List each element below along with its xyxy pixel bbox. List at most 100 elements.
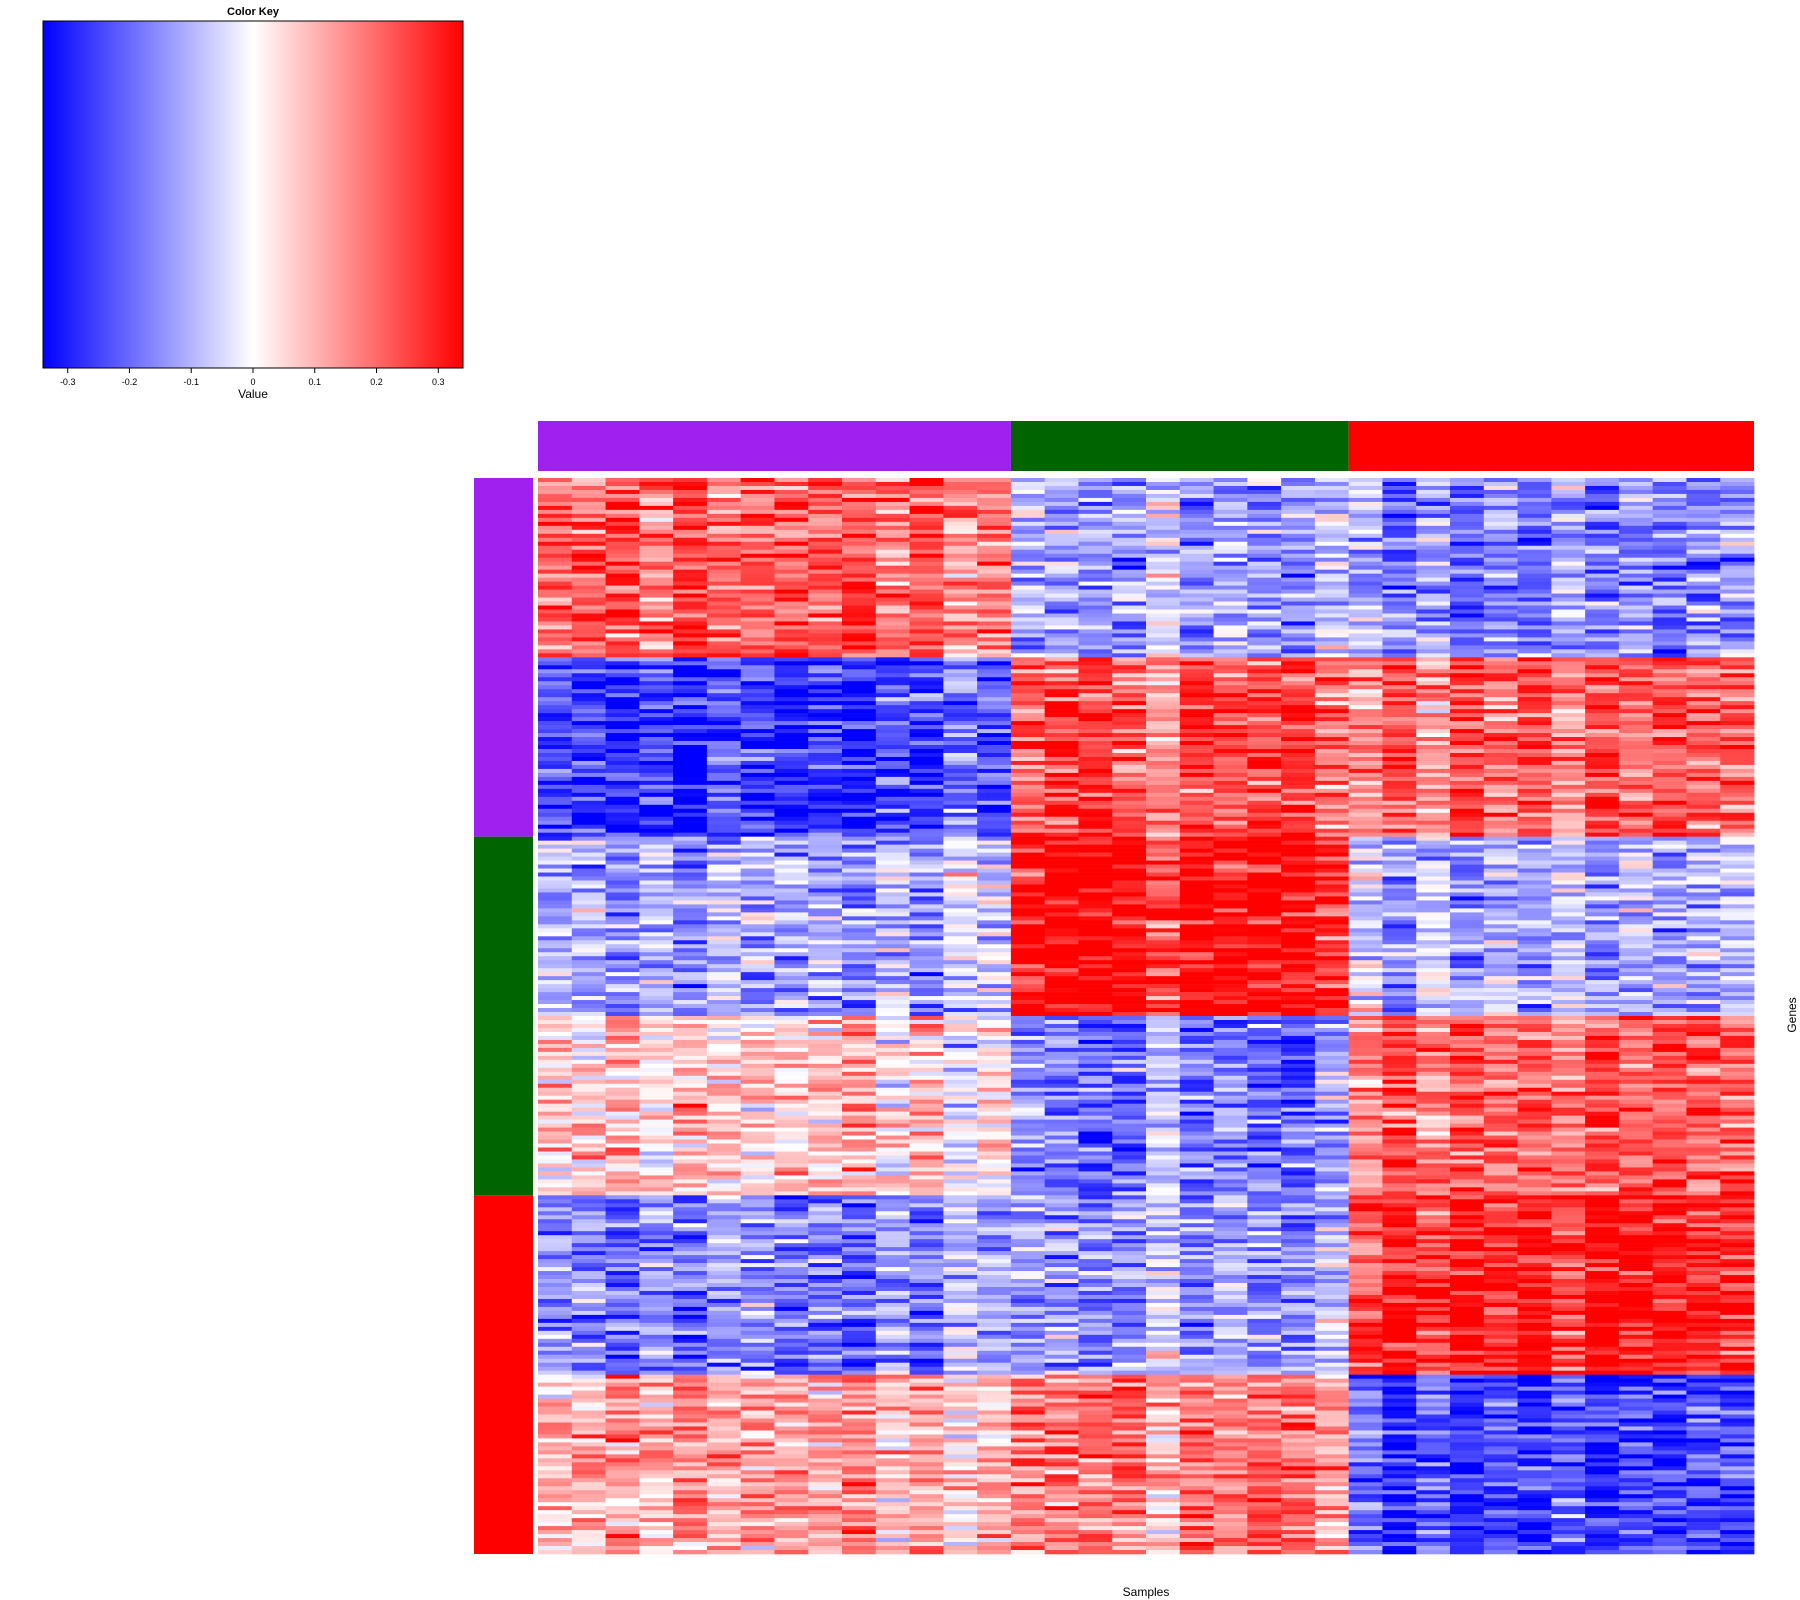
heatmap-cell <box>1348 956 1383 961</box>
heatmap-cell <box>1247 661 1282 666</box>
heatmap-cell <box>1213 641 1248 646</box>
heatmap-cell <box>1483 629 1518 634</box>
heatmap-cell <box>1450 944 1485 949</box>
heatmap-cell <box>1382 936 1417 941</box>
heatmap-cell <box>1652 581 1687 586</box>
heatmap-cell <box>1281 737 1316 742</box>
heatmap-cell <box>943 677 978 682</box>
heatmap-cell <box>842 768 877 774</box>
heatmap-cell <box>1179 748 1214 754</box>
heatmap-cell <box>1618 637 1654 642</box>
heatmap-cell <box>943 996 978 1001</box>
heatmap-cell <box>1179 721 1214 726</box>
heatmap-cell <box>1517 908 1552 913</box>
heatmap-cell <box>977 1000 1012 1005</box>
heatmap-cell <box>571 756 606 762</box>
heatmap-cell <box>1348 533 1383 539</box>
heatmap-cell <box>1112 880 1147 885</box>
heatmap-cell <box>1618 872 1654 877</box>
heatmap-cell <box>1044 481 1079 487</box>
heatmap-cell <box>943 541 978 547</box>
heatmap-cell <box>842 968 877 973</box>
heatmap-cell <box>1450 872 1485 877</box>
heatmap-cell <box>909 597 944 602</box>
heatmap-cell <box>977 968 1012 973</box>
heatmap-cell <box>842 745 877 750</box>
heatmap-cell <box>842 836 877 841</box>
heatmap-cell <box>1483 992 1518 997</box>
heatmap-cell <box>909 912 944 917</box>
heatmap-cell <box>808 988 843 993</box>
heatmap-cell <box>1010 517 1046 523</box>
heatmap-cell <box>1314 864 1350 869</box>
heatmap-cell <box>1618 944 1654 949</box>
heatmap-cell <box>1483 541 1518 547</box>
heatmap-cell <box>571 992 606 997</box>
heatmap-cell <box>1382 940 1417 945</box>
heatmap-cell <box>1281 812 1316 818</box>
heatmap-cell <box>842 645 877 650</box>
heatmap-cell <box>1483 697 1518 702</box>
heatmap-cell <box>977 709 1012 714</box>
heatmap-cell <box>1179 952 1214 957</box>
heatmap-cell <box>1720 976 1755 981</box>
heatmap-cell <box>571 645 606 650</box>
heatmap-cell <box>943 876 978 881</box>
heatmap-cell <box>977 888 1012 893</box>
heatmap-cell <box>1450 800 1485 806</box>
heatmap-cell <box>875 920 910 925</box>
heatmap-cell <box>1179 796 1214 802</box>
heatmap-cell <box>538 577 573 582</box>
heatmap-cell <box>1247 557 1282 562</box>
heatmap-cell <box>1416 784 1451 790</box>
heatmap-cell <box>1348 541 1383 547</box>
heatmap-cell <box>1720 657 1755 662</box>
heatmap-cell <box>1247 597 1282 602</box>
heatmap-cell <box>875 784 910 790</box>
heatmap-cell <box>1517 613 1552 618</box>
heatmap-cell <box>1112 860 1147 865</box>
heatmap-cell <box>1010 972 1046 977</box>
heatmap-cell <box>571 960 606 965</box>
heatmap-cell <box>1247 788 1282 794</box>
heatmap-cell <box>1146 856 1181 861</box>
heatmap-cell <box>1044 956 1079 961</box>
heatmap-cell <box>1146 760 1181 766</box>
heatmap-cell <box>1348 505 1383 511</box>
heatmap-cell <box>774 896 809 901</box>
heatmap-cell <box>1618 912 1654 917</box>
heatmap-cell <box>1078 621 1113 626</box>
heatmap-cell <box>605 657 640 662</box>
heatmap-cell <box>1179 541 1214 547</box>
heatmap-cell <box>842 800 877 806</box>
heatmap-cell <box>1213 593 1248 598</box>
heatmap-cell <box>1483 824 1518 829</box>
heatmap-cell <box>605 872 640 877</box>
heatmap-cell <box>740 481 775 487</box>
heatmap-cell <box>1281 553 1316 559</box>
heatmap-cell <box>1720 892 1755 897</box>
heatmap-cell <box>605 665 640 670</box>
heatmap-cell <box>740 685 775 690</box>
heatmap-cell <box>605 489 640 495</box>
heatmap-cell <box>605 525 640 531</box>
heatmap-cell <box>977 565 1012 570</box>
heatmap-cell <box>1213 613 1248 618</box>
heatmap-cell <box>1146 936 1181 941</box>
heatmap-cell <box>1078 685 1113 690</box>
heatmap-cell <box>706 509 742 515</box>
heatmap-cell <box>1382 597 1417 602</box>
heatmap-cell <box>1618 721 1654 726</box>
heatmap-cell <box>808 509 843 515</box>
heatmap-cell <box>1483 776 1518 782</box>
heatmap-cell <box>706 752 742 758</box>
heatmap-cell <box>1213 892 1248 897</box>
heatmap-cell <box>1652 509 1687 515</box>
heatmap-cell <box>1348 509 1383 515</box>
heatmap-cell <box>1416 844 1451 849</box>
heatmap-cell <box>808 876 843 881</box>
heatmap-cell <box>808 816 843 822</box>
heatmap-cell <box>538 840 573 845</box>
heatmap-cell <box>605 478 640 483</box>
heatmap-cell <box>1247 701 1282 706</box>
